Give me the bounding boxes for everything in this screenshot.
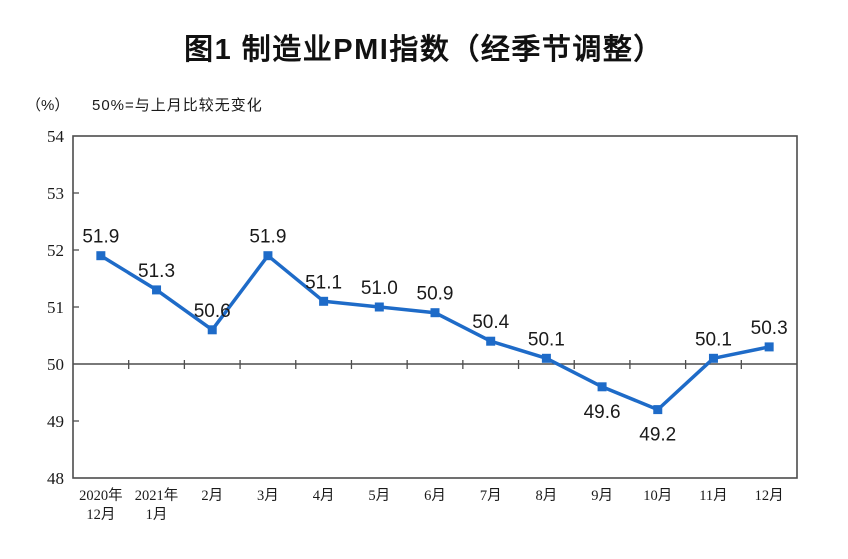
x-axis-label: 4月 [313,488,335,504]
data-point-label: 50.6 [194,301,231,322]
pmi-line [99,253,771,412]
x-axis-label: 2021年 [135,487,179,504]
x-axis-label: 3月 [257,488,279,504]
x-axis-label: 11月 [699,488,727,504]
data-point-marker [764,342,774,352]
reference-line-note: 50%=与上月比较无变化 [92,97,263,114]
data-point-marker [96,251,106,261]
data-point-label: 51.9 [82,227,119,248]
x-axis-label: 6月 [424,488,446,504]
y-axis-tick-label: 52 [47,241,64,260]
x-axis-label: 2020年 [79,487,123,504]
data-point-marker [653,405,663,415]
x-axis-label: 8月 [536,488,558,504]
data-point-marker [152,285,162,295]
x-axis-label: 12月 [755,488,784,504]
data-point-label: 51.0 [361,278,398,299]
data-point-label: 51.1 [305,272,342,293]
y-axis-tick-label: 48 [47,469,64,488]
y-axis-tick-label: 49 [47,412,64,431]
y-axis-tick-label: 54 [47,127,65,146]
y-axis-tick-label: 51 [47,298,64,317]
data-point-label: 50.9 [417,284,454,305]
data-point-label: 50.3 [751,318,788,339]
y-axis-tick-label: 50 [47,355,64,374]
data-point-marker [319,296,329,306]
data-point-marker [374,302,384,312]
data-point-label: 50.4 [472,312,509,333]
data-point-label: 49.2 [639,425,676,446]
x-axis-label: 1月 [146,507,168,523]
x-axis-label: 5月 [368,488,390,504]
data-point-marker [207,325,217,335]
data-point-marker [430,308,440,318]
x-axis-label: 9月 [591,488,613,504]
data-point-marker [486,336,496,346]
x-axis-label: 10月 [643,488,672,504]
y-axis-tick-label: 53 [47,184,64,203]
y-axis-unit-label: （%） [26,97,70,114]
data-point-label: 49.6 [584,402,621,423]
data-point-label: 51.3 [138,261,175,282]
data-point-label: 50.1 [695,329,732,350]
x-axis-label: 2月 [201,488,223,504]
data-point-marker [541,353,551,363]
data-point-marker [597,382,607,392]
x-axis-label: 7月 [480,488,502,504]
data-point-label: 51.9 [249,227,286,248]
chart-title: 图1 制造业PMI指数（经季节调整） [184,34,664,66]
data-point-label: 50.1 [528,329,565,350]
x-axis-label: 12月 [86,507,115,523]
data-point-marker [708,353,718,363]
data-point-marker [263,251,273,261]
